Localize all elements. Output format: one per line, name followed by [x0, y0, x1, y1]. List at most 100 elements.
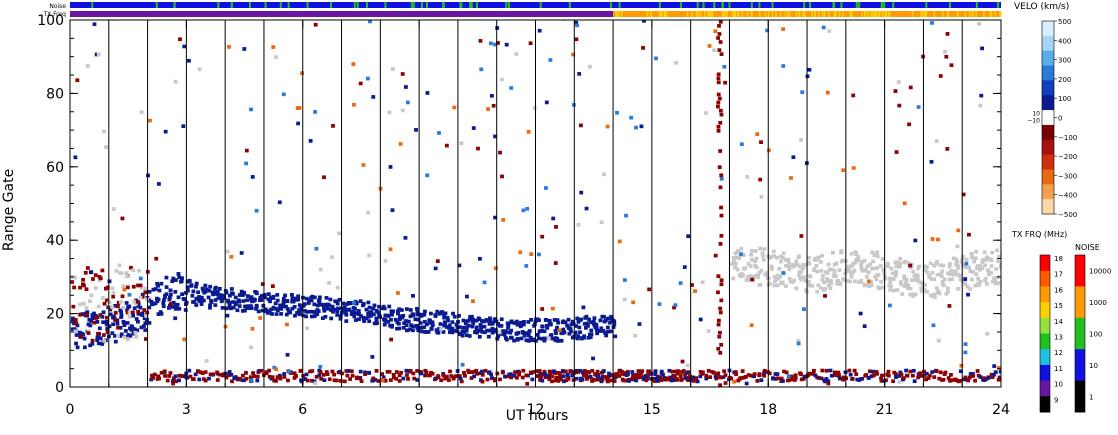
data-point	[577, 72, 582, 76]
data-point	[368, 20, 372, 24]
data-point	[270, 284, 275, 288]
data-point	[963, 375, 968, 380]
data-point	[330, 369, 335, 374]
data-point	[107, 279, 112, 284]
data-point	[314, 246, 319, 251]
data-point	[497, 330, 502, 335]
noise-bar-spike	[459, 2, 462, 8]
data-point	[862, 282, 867, 287]
noise-bar-spike	[173, 2, 176, 8]
velocity-legend-title: VELO (km/s)	[1014, 2, 1069, 12]
data-point	[218, 372, 222, 377]
data-point	[639, 124, 644, 129]
data-point	[716, 72, 721, 77]
data-point	[989, 372, 994, 377]
data-point	[598, 318, 603, 323]
data-point	[823, 287, 828, 292]
data-point	[906, 283, 910, 287]
data-point	[802, 275, 806, 279]
data-point	[260, 282, 265, 286]
data-point	[973, 378, 978, 383]
data-point	[422, 309, 427, 314]
data-point	[857, 378, 862, 382]
data-point	[718, 20, 723, 24]
noise-bar-spike	[384, 2, 387, 8]
data-point	[490, 330, 495, 335]
data-point	[185, 285, 190, 290]
data-point	[275, 293, 280, 297]
x-tick-label: 18	[759, 402, 777, 418]
data-point	[732, 379, 737, 384]
data-point	[501, 218, 506, 222]
data-point	[325, 306, 330, 311]
data-point	[540, 324, 545, 329]
data-point	[442, 315, 447, 320]
data-point	[608, 373, 613, 377]
data-point	[602, 375, 607, 379]
data-point	[446, 318, 451, 323]
noise-bar-spike	[925, 2, 928, 8]
data-point	[904, 368, 909, 373]
data-point	[356, 309, 361, 313]
data-point	[422, 319, 427, 324]
data-point	[461, 318, 466, 323]
data-point	[324, 370, 329, 374]
data-point	[352, 314, 357, 319]
data-point	[609, 329, 613, 334]
data-point	[653, 377, 658, 381]
data-point	[837, 376, 842, 381]
txfreq-bar-stripe	[875, 11, 877, 17]
txfreq-bar-stripe	[787, 11, 789, 17]
data-point	[304, 296, 309, 301]
data-point	[964, 257, 969, 262]
data-point	[143, 286, 148, 291]
data-point	[151, 376, 155, 380]
velocity-color-swatch	[1042, 199, 1054, 215]
data-point	[244, 148, 249, 153]
data-point	[815, 289, 820, 294]
data-point	[582, 322, 587, 326]
data-point	[891, 288, 896, 293]
data-point	[784, 370, 789, 375]
data-point	[72, 285, 77, 290]
txfreq-bar-stripe	[771, 11, 774, 17]
data-point	[288, 310, 293, 315]
data-point	[813, 256, 818, 261]
data-point	[896, 80, 901, 84]
data-point	[943, 370, 948, 375]
noise-bar-spike	[475, 2, 478, 8]
data-point	[799, 234, 804, 238]
data-point	[847, 368, 852, 373]
data-point	[394, 370, 399, 374]
data-point	[865, 264, 870, 269]
txfreq-bar-stripe	[660, 11, 663, 17]
data-point	[826, 379, 831, 384]
data-point	[540, 234, 545, 239]
data-point	[542, 369, 547, 374]
data-point	[932, 263, 937, 268]
data-point	[237, 299, 242, 304]
data-point	[722, 369, 727, 373]
data-point	[749, 323, 754, 328]
data-point	[363, 372, 368, 377]
data-point	[526, 333, 531, 338]
data-point	[755, 379, 760, 383]
data-point	[197, 299, 202, 303]
data-point	[718, 306, 723, 311]
data-point	[539, 374, 544, 379]
data-point	[259, 294, 264, 298]
data-point	[284, 304, 288, 309]
data-point	[940, 279, 945, 284]
data-point	[351, 306, 356, 310]
txfreq-bar-segment	[70, 11, 614, 17]
data-point	[908, 265, 913, 270]
data-point	[478, 328, 483, 333]
data-point	[609, 316, 614, 321]
data-point	[683, 373, 688, 377]
data-point	[483, 368, 488, 373]
data-point	[259, 368, 264, 373]
data-point	[998, 375, 1001, 380]
data-point	[90, 338, 95, 343]
data-point	[984, 377, 989, 381]
data-point	[871, 369, 876, 374]
